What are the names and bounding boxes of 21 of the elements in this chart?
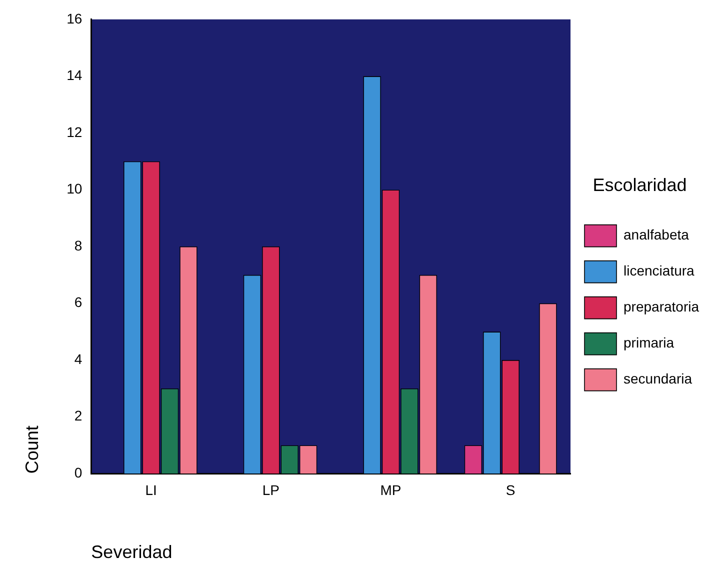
x-axis-title: Severidad [91,542,172,562]
legend-title: Escolaridad [592,175,687,196]
y-tick-label: 4 [74,350,82,367]
legend-label: primaria [624,334,674,351]
x-tick-label: MP [380,482,402,498]
y-axis-title: Count [22,426,42,474]
legend-label: analfabeta [624,226,690,243]
y-tick-label: 14 [66,67,82,84]
legend-label: preparatoria [624,298,700,315]
y-tick-label: 8 [74,237,82,254]
y-tick-label: 0 [74,464,82,480]
y-tick-label: 10 [66,180,82,197]
y-tick-label: 2 [74,408,82,424]
y-tick-label: 16 [66,10,82,26]
x-tick-label: LI [145,482,157,498]
y-tick-label: 6 [74,294,82,310]
x-tick-label: S [506,482,516,498]
legend-label: secundaria [624,370,692,387]
y-tick-label: 12 [66,124,82,140]
legend-label: licenciatura [624,262,695,279]
x-tick-label: LP [262,482,280,498]
